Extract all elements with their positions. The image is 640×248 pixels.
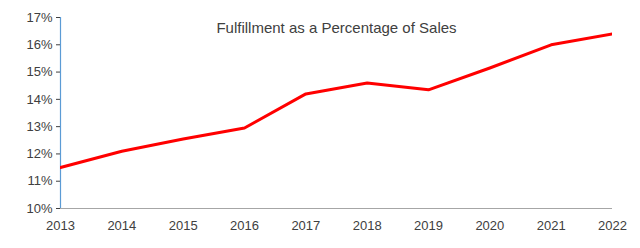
svg-text:2019: 2019 (414, 218, 443, 233)
svg-text:2014: 2014 (107, 218, 136, 233)
svg-text:2018: 2018 (353, 218, 382, 233)
svg-text:10%: 10% (26, 201, 52, 216)
svg-text:15%: 15% (26, 64, 52, 79)
svg-text:13%: 13% (26, 119, 52, 134)
svg-text:2013: 2013 (46, 218, 75, 233)
svg-text:2016: 2016 (230, 218, 259, 233)
svg-text:17%: 17% (26, 10, 52, 25)
svg-text:2021: 2021 (537, 218, 566, 233)
svg-text:16%: 16% (26, 37, 52, 52)
svg-text:11%: 11% (27, 173, 52, 188)
svg-text:2017: 2017 (291, 218, 320, 233)
svg-text:2022: 2022 (598, 218, 627, 233)
svg-text:Fulfillment as a Percentage of: Fulfillment as a Percentage of Sales (216, 19, 456, 36)
svg-text:14%: 14% (26, 92, 52, 107)
svg-text:2020: 2020 (475, 218, 504, 233)
svg-text:2015: 2015 (169, 218, 198, 233)
svg-text:12%: 12% (26, 146, 52, 161)
